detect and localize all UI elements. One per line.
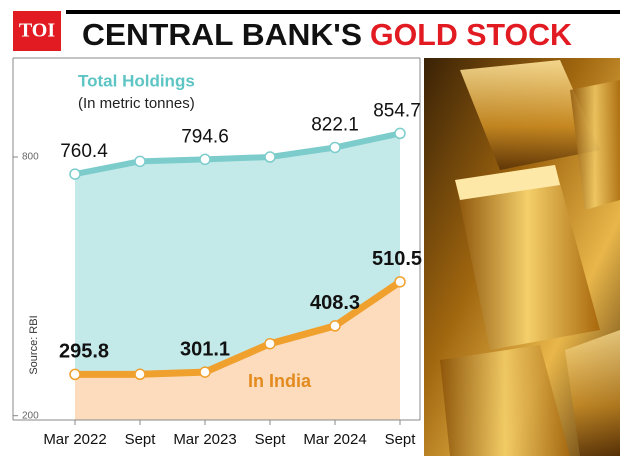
value-label: 295.8	[59, 341, 109, 363]
subtitle: (In metric tonnes)	[78, 95, 195, 112]
series-title: Total Holdings	[78, 71, 195, 90]
value-label: 510.5	[372, 248, 422, 270]
area	[75, 281, 400, 420]
headline-main: CENTRAL BANK'S	[82, 17, 362, 52]
value-label: 760.4	[60, 141, 108, 162]
logo: TOI	[19, 20, 56, 42]
x-tick-label: Mar 2024	[303, 431, 366, 448]
headline: CENTRAL BANK'S GOLD STOCK	[82, 17, 573, 52]
point	[69, 368, 81, 381]
gold-photo	[424, 58, 620, 456]
x-tick-label: Mar 2023	[173, 431, 236, 448]
line	[74, 130, 401, 178]
point	[134, 155, 146, 168]
point	[69, 168, 81, 180]
logo-box	[13, 11, 61, 51]
point	[264, 151, 276, 163]
x-tick-label: Mar 2022	[43, 431, 106, 448]
value-label: 301.1	[180, 338, 230, 360]
value-label: 794.6	[181, 126, 229, 147]
y-tick-label: 200	[22, 410, 39, 421]
line	[74, 278, 402, 378]
point	[329, 320, 341, 332]
point	[394, 127, 406, 140]
x-tick-label: Sept	[255, 431, 287, 448]
x-tick-label: Sept	[125, 431, 157, 448]
headline-highlight: GOLD STOCK	[370, 17, 573, 52]
annotation: In India	[248, 371, 312, 391]
y-tick-label: 800	[22, 152, 39, 163]
point	[199, 366, 211, 378]
value-label: 854.7	[373, 100, 421, 121]
value-label: 408.3	[310, 292, 360, 314]
x-tick-label: Sept	[385, 431, 417, 448]
point	[329, 141, 341, 154]
point	[134, 368, 146, 381]
point	[394, 276, 406, 288]
point	[264, 337, 276, 350]
value-label: 822.1	[311, 114, 359, 135]
point	[199, 153, 211, 166]
source: Source: RBI	[28, 315, 40, 374]
